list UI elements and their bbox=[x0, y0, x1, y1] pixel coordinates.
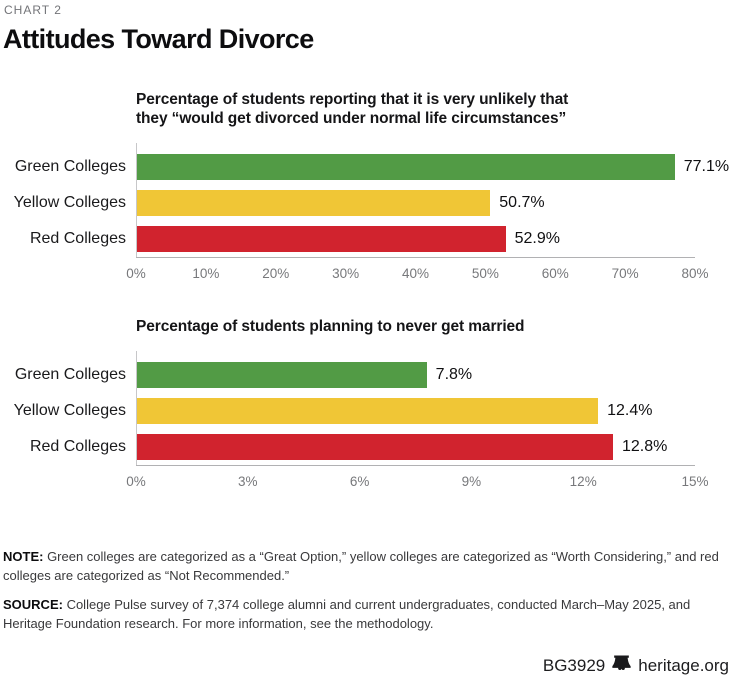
x-axis: 0% 3% 6% 9% 12% 15% bbox=[126, 465, 709, 500]
value-label: 7.8% bbox=[435, 366, 473, 383]
source-line: SOURCE: College Pulse survey of 7,374 co… bbox=[3, 595, 733, 633]
value-label: 50.7% bbox=[499, 194, 545, 211]
bar-row: Red Colleges 52.9% bbox=[0, 221, 695, 257]
axis-tick-label: 6% bbox=[349, 474, 370, 489]
note-line: NOTE: Green colleges are categorized as … bbox=[3, 547, 733, 585]
axis-tick-label: 10% bbox=[192, 266, 220, 281]
bar-track: 7.8% bbox=[136, 357, 695, 393]
category-label: Red Colleges bbox=[29, 438, 126, 455]
bar-track: 50.7% bbox=[136, 185, 695, 221]
axis-tick-label: 12% bbox=[569, 474, 597, 489]
bar-rows: Green Colleges 77.1% Yellow Colleges 50.7% R… bbox=[0, 143, 729, 257]
category-label: Red Colleges bbox=[29, 230, 126, 247]
axis-tick-label: 3% bbox=[238, 474, 258, 489]
axis-tick-label: 9% bbox=[461, 474, 482, 489]
category-label: Green Colleges bbox=[14, 366, 126, 383]
axis-tick-label: 20% bbox=[262, 266, 290, 281]
note-text: Green colleges are categorized as a “Gre… bbox=[3, 549, 719, 583]
bar bbox=[136, 154, 675, 180]
source-label: SOURCE: bbox=[3, 597, 63, 612]
chart-never-married: Percentage of students planning to never… bbox=[0, 317, 734, 500]
chart-kicker: CHART 2 bbox=[4, 3, 62, 17]
chart-subtitle: Percentage of students reporting that it… bbox=[136, 91, 569, 127]
bar bbox=[136, 226, 506, 252]
x-axis: 0% 10% 20% 30% 40% 50% 60% 70% 80% bbox=[126, 257, 709, 292]
category-label: Yellow Colleges bbox=[13, 194, 126, 211]
category-label: Yellow Colleges bbox=[13, 402, 126, 419]
footer: BG3929 heritage.org bbox=[543, 655, 729, 676]
bar bbox=[136, 190, 491, 216]
heritage-bell-icon bbox=[612, 655, 631, 676]
source-text: College Pulse survey of 7,374 college al… bbox=[3, 597, 691, 631]
plot-area: Green Colleges 77.1% Yellow Colleges 50.7% R… bbox=[0, 143, 734, 292]
bar-row: Green Colleges 7.8% bbox=[0, 357, 695, 393]
category-label: Green Colleges bbox=[14, 158, 126, 175]
axis-tick-label: 15% bbox=[681, 474, 709, 489]
chart-divorce-unlikely: Percentage of students reporting that it… bbox=[0, 90, 734, 292]
bar-row: Yellow Colleges 12.4% bbox=[0, 393, 695, 429]
bar-track: 12.4% bbox=[136, 393, 695, 429]
bar-track: 52.9% bbox=[136, 221, 695, 257]
note-label: NOTE: bbox=[3, 549, 44, 564]
plot-area: Green Colleges 7.8% Yellow Colleges 12.4% Re… bbox=[0, 351, 734, 500]
axis-tick-label: 80% bbox=[681, 266, 709, 281]
axis-tick-label: 30% bbox=[332, 266, 360, 281]
bar-track: 12.8% bbox=[136, 429, 695, 465]
axis-tick-label: 70% bbox=[611, 266, 639, 281]
axis-tick-label: 0% bbox=[126, 474, 146, 489]
axis-tick-label: 0% bbox=[126, 266, 146, 281]
bar bbox=[136, 398, 599, 424]
site-url: heritage.org bbox=[638, 655, 729, 675]
bar-row: Red Colleges 12.8% bbox=[0, 429, 695, 465]
chart-subtitle: Percentage of students planning to never… bbox=[136, 318, 525, 335]
bar-row: Green Colleges 77.1% bbox=[0, 149, 729, 185]
bar-row: Yellow Colleges 50.7% bbox=[0, 185, 695, 221]
value-label: 52.9% bbox=[514, 230, 560, 247]
bar-track: 77.1% bbox=[136, 149, 729, 185]
axis-tick-label: 40% bbox=[401, 266, 430, 281]
axis-tick-label: 50% bbox=[471, 266, 499, 281]
axis-tick-label: 60% bbox=[541, 266, 569, 281]
page-title: Attitudes Toward Divorce bbox=[3, 24, 314, 54]
bar bbox=[136, 362, 427, 388]
value-label: 12.8% bbox=[622, 438, 668, 455]
value-label: 77.1% bbox=[683, 158, 730, 175]
footnotes: NOTE: Green colleges are categorized as … bbox=[3, 547, 733, 633]
doc-id: BG3929 bbox=[542, 655, 606, 675]
value-label: 12.4% bbox=[607, 402, 653, 419]
bar bbox=[136, 434, 613, 460]
bar-rows: Green Colleges 7.8% Yellow Colleges 12.4% Re… bbox=[0, 351, 695, 465]
